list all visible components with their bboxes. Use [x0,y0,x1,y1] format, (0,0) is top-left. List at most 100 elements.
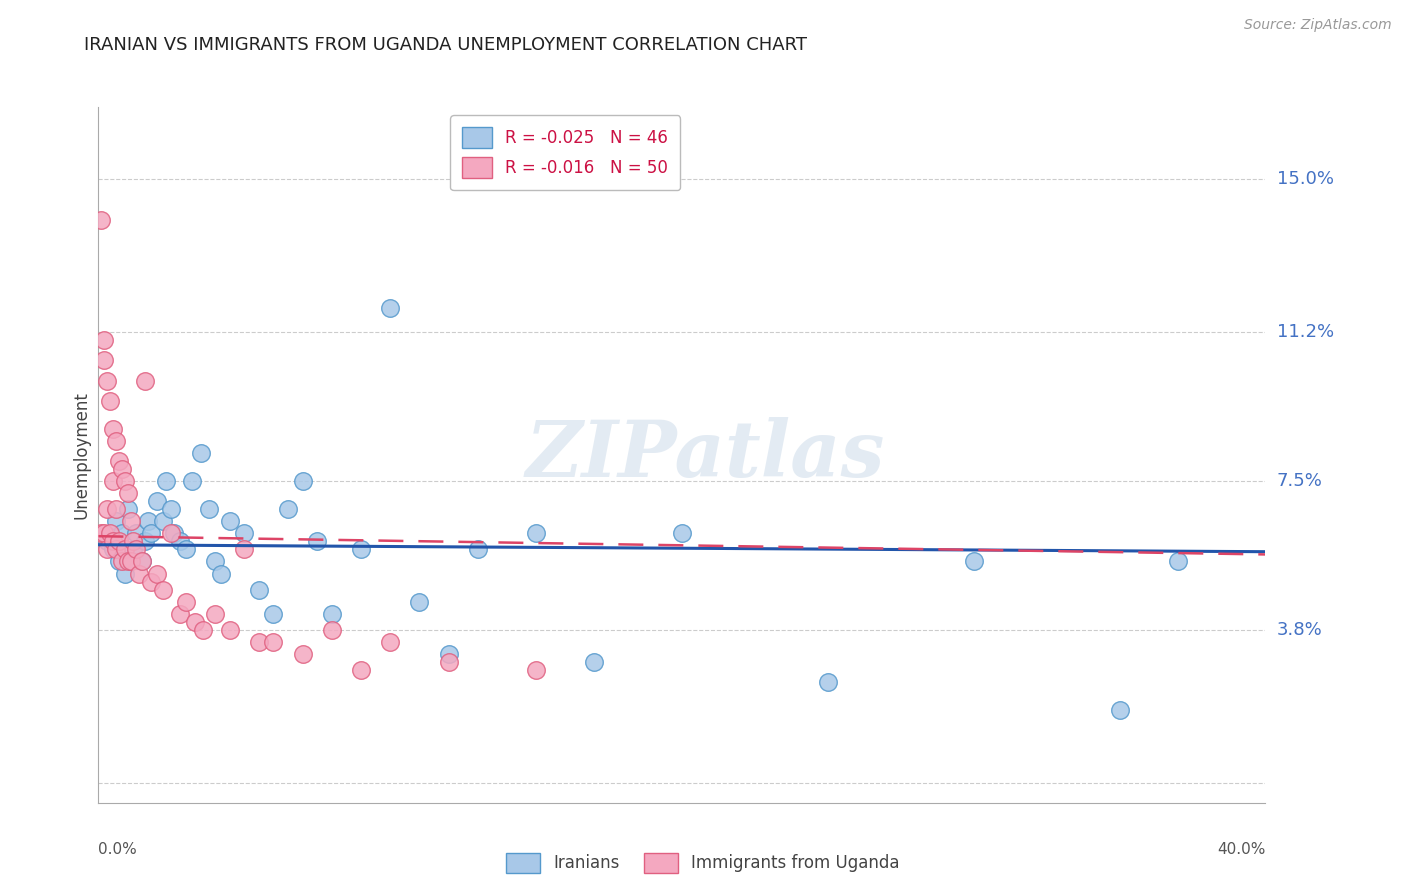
Point [104,542,127,557]
Point [111,554,134,568]
Point [114,474,136,488]
Point [247,635,270,649]
Point [101,422,124,436]
Point [183,615,205,629]
Point [117,554,139,568]
Point [96,534,118,549]
Text: 0.0%: 0.0% [98,842,138,856]
Point [583,655,606,669]
Point [98,393,121,408]
Point [277,502,299,516]
Point [131,554,153,568]
Point [817,675,839,690]
Point [163,526,186,541]
Point [114,542,136,557]
Point [134,534,156,549]
Point [350,663,373,677]
Point [350,542,373,557]
Point [233,542,256,557]
Point [117,502,139,516]
Point [204,554,226,568]
Point [467,542,489,557]
Point [152,582,174,597]
Text: 40.0%: 40.0% [1218,842,1265,856]
Point [122,542,145,557]
Point [321,623,343,637]
Point [101,542,124,557]
Point [108,534,131,549]
Point [380,635,402,649]
Point [262,635,284,649]
Point [134,374,156,388]
Point [125,526,148,541]
Point [128,566,150,581]
Point [380,301,402,315]
Point [101,534,124,549]
Point [180,474,202,488]
Point [139,574,162,589]
Point [437,655,460,669]
Point [233,526,256,541]
Point [96,374,118,388]
Point [108,454,131,468]
Point [160,502,183,516]
Point [90,212,112,227]
Point [122,534,145,549]
Text: 15.0%: 15.0% [1277,170,1333,188]
Point [218,514,240,528]
Point [155,474,177,488]
Point [152,514,174,528]
Point [174,595,197,609]
Point [169,534,191,549]
Point [120,514,142,528]
Point [120,554,142,568]
Point [139,526,162,541]
Point [204,607,226,621]
Point [198,502,221,516]
Point [136,514,159,528]
Point [96,502,118,516]
Point [104,502,127,516]
Point [291,647,314,661]
Point [90,526,112,541]
Point [218,623,240,637]
Point [247,582,270,597]
Point [104,514,127,528]
Point [117,486,139,500]
Text: Source: ZipAtlas.com: Source: ZipAtlas.com [1244,18,1392,32]
Point [125,542,148,557]
Point [193,623,215,637]
Point [93,334,115,348]
Point [437,647,460,661]
Point [1108,703,1130,717]
Point [93,353,115,368]
Point [101,474,124,488]
Point [98,526,121,541]
Point [291,474,314,488]
Legend: R = -0.025   N = 46, R = -0.016   N = 50: R = -0.025 N = 46, R = -0.016 N = 50 [450,115,681,190]
Point [524,663,547,677]
Point [146,494,169,508]
Point [96,542,118,557]
Point [120,554,142,568]
Text: 3.8%: 3.8% [1277,621,1322,639]
Point [190,446,212,460]
Text: IRANIAN VS IMMIGRANTS FROM UGANDA UNEMPLOYMENT CORRELATION CHART: IRANIAN VS IMMIGRANTS FROM UGANDA UNEMPL… [84,36,807,54]
Point [169,607,191,621]
Legend: Iranians, Immigrants from Uganda: Iranians, Immigrants from Uganda [499,847,907,880]
Point [111,462,134,476]
Point [262,607,284,621]
Point [108,554,131,568]
Text: 11.2%: 11.2% [1277,323,1334,342]
Y-axis label: Unemployment: Unemployment [72,391,90,519]
Text: 7.5%: 7.5% [1277,472,1323,490]
Point [408,595,430,609]
Point [307,534,329,549]
Point [104,434,127,448]
Point [146,566,169,581]
Point [174,542,197,557]
Point [321,607,343,621]
Point [93,526,115,541]
Point [962,554,984,568]
Point [671,526,693,541]
